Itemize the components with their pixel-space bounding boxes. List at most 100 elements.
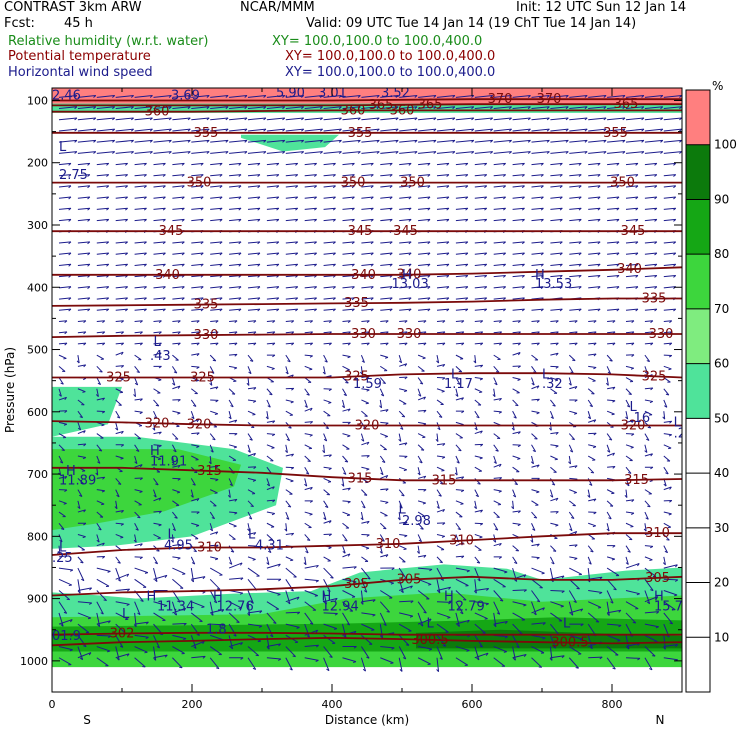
wind-vector [96,620,111,625]
wind-vector [115,241,128,244]
wind-vector [361,331,370,334]
wind-vector [550,128,569,132]
theta-contour-label: 315 [197,464,222,479]
wind-vector-head [196,353,200,357]
y-tick-label: 200 [27,157,48,170]
theta-contour-label: 325 [344,369,369,384]
wind-vector [588,274,601,278]
wind-vector-head [499,320,502,324]
wind-vector-head [669,420,673,424]
wind-vector-head [230,405,234,408]
wind-vector [455,365,463,373]
wind-vector-head [272,486,275,490]
wind-vector [512,286,525,289]
wind-vector [418,207,431,210]
wind-vector [455,489,464,491]
wind-vector [96,455,101,464]
wind-vector-head [504,636,508,639]
wind-vector [625,365,634,369]
wind-vector-head [427,308,431,312]
wind-vector [77,652,92,659]
wind-vector [228,534,236,540]
wind-vector-head [196,331,200,335]
wind-vector-head [181,241,185,245]
wind-vector [342,612,351,626]
wind-vector [512,466,520,473]
field-theta-name: Potential temperature [8,49,151,64]
theta-contour-label: 360 [145,105,170,120]
wind-vector [153,297,166,300]
wind-vector [644,657,653,671]
wind-vector-head [673,241,677,245]
wind-vector-head [438,494,442,497]
wind-vector-head [654,207,658,211]
wind-vector [323,646,333,658]
wind-vector [172,331,181,334]
wind-vector [418,162,431,166]
wind-vector [531,263,544,266]
wind-vector [663,252,676,255]
wind-vector [342,252,355,255]
wind-vector [436,320,446,323]
wind-vector [115,646,120,661]
wind-vector [247,477,256,481]
wind-vector-head [665,472,669,475]
wind-vector [285,128,304,132]
wind-vector [588,128,607,132]
wind-vector-head [143,275,147,278]
wind-vector [323,623,338,630]
wind-max-marker: H [147,590,157,605]
wind-vector-head [517,352,521,356]
wind-vector-head [386,610,390,613]
wind-vector-head [106,219,110,222]
wind-vector [342,139,361,143]
wind-vector [418,331,427,334]
wind-vector-head [83,645,87,648]
wind-vector-head [376,117,380,121]
wind-vector [115,207,128,210]
wind-vector-head [408,241,412,245]
wind-vector [493,522,499,531]
wind-vector-head [102,331,106,335]
wind-vector-head [289,668,293,671]
wind-vector [361,117,380,121]
wind-vector-head [102,320,106,324]
wind-vector-head [635,174,639,177]
theta-contour-label: 325 [642,369,667,384]
wind-vector [512,218,525,222]
wind-vector-head [233,634,237,637]
wind-vector-head [195,379,199,382]
y-tick-label: 400 [27,281,48,294]
wind-vector [77,455,86,458]
wind-vector [436,545,445,551]
wind-vector [153,331,162,334]
wind-vector-head [247,613,250,616]
theta-contour-label: 350 [610,176,635,191]
wind-vector-head [631,512,635,515]
wind-vector-head [527,95,531,98]
wind-vector-head [187,95,191,98]
wind-vector [172,567,186,575]
wind-vector [644,185,657,188]
wind-vector [569,308,582,311]
wind-vector-head [555,497,559,501]
wind-speed-label: 12.94 [322,600,359,615]
wind-vector-head [225,106,229,110]
wind-vector-head [210,450,214,453]
wind-vector [455,286,468,289]
wind-vector-head [68,252,72,256]
wind-vector [512,320,521,323]
wind-vector [493,542,502,547]
wind-vector [172,162,185,166]
wind-vector-head [93,106,97,110]
wind-vector [191,418,199,423]
wind-vector-head [284,528,288,532]
wind-vector [399,342,408,345]
theta-contour-label: 340 [351,268,376,283]
wind-vector [153,308,166,311]
wind-vector-head [467,619,470,623]
wind-vector-head [238,207,242,211]
wind-vector [115,365,124,367]
wind-vector [304,399,308,408]
wind-vector [436,601,452,603]
